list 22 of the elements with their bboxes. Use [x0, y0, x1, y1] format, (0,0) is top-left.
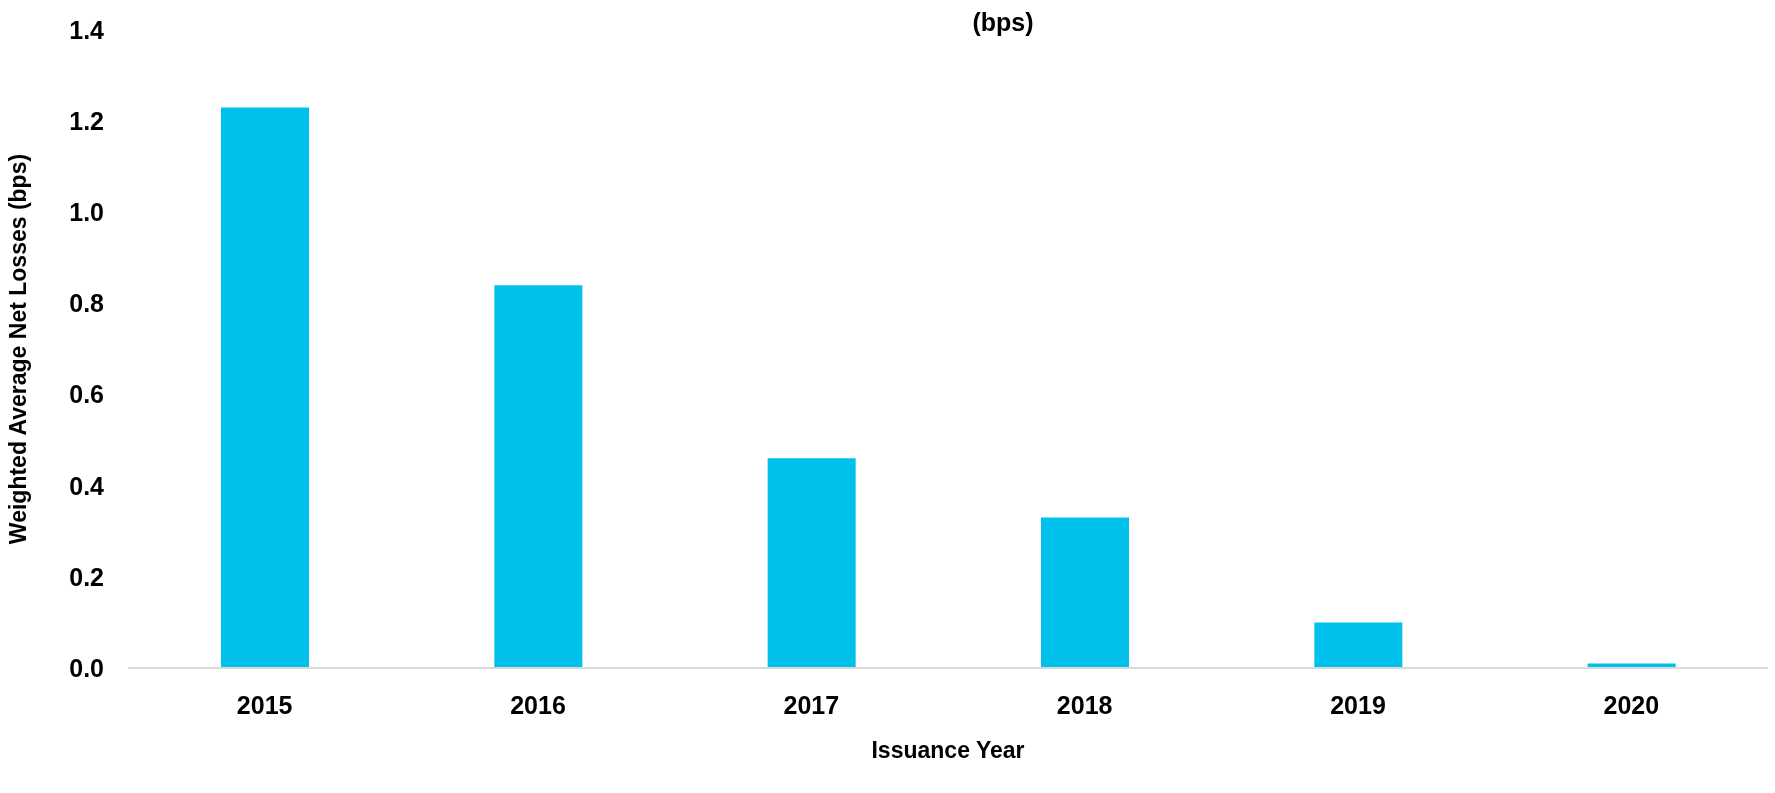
- bar: [1314, 622, 1403, 668]
- bar: [494, 285, 583, 668]
- y-tick-label: 0.8: [69, 289, 105, 318]
- x-tick-label: 2020: [1603, 690, 1660, 719]
- y-tick-label: 1.0: [69, 198, 104, 227]
- bar: [1041, 517, 1129, 668]
- y-tick-label: 0.0: [69, 653, 104, 682]
- x-tick-label: 2018: [1056, 690, 1113, 719]
- x-tick-label: 2016: [510, 690, 566, 719]
- y-tick-label: 0.2: [69, 562, 104, 591]
- y-tick-label: 0.4: [69, 471, 105, 500]
- y-tick-label: 1.2: [69, 107, 104, 136]
- bar: [221, 107, 309, 668]
- y-tick-label: 1.4: [69, 15, 105, 44]
- y-axis-title: Weighted Average Net Losses (bps): [5, 153, 32, 545]
- y-tick-label: 0.6: [69, 380, 104, 409]
- bar: [767, 458, 856, 668]
- x-tick-label: 2017: [783, 690, 840, 719]
- x-tick-label: 2015: [236, 690, 293, 719]
- chart-title: (bps): [972, 8, 1034, 36]
- x-axis-title: Issuance Year: [871, 737, 1025, 763]
- x-tick-label: 2019: [1330, 690, 1386, 719]
